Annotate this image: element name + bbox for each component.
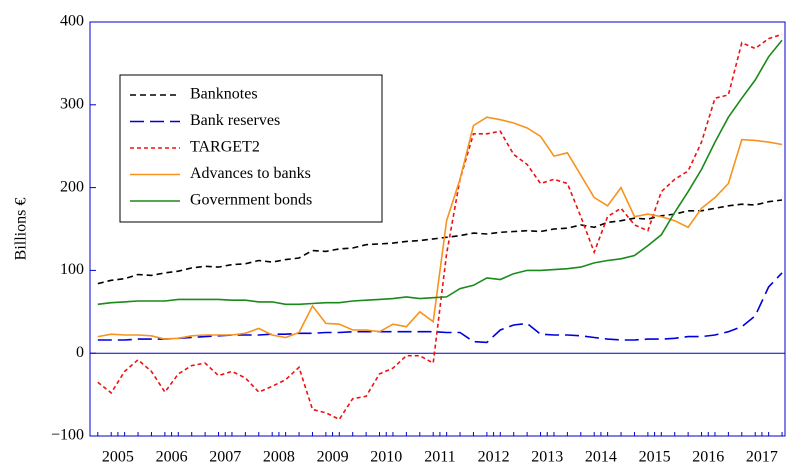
legend: Banknotes Bank reserves TARGET2 Advances to… bbox=[119, 74, 383, 223]
x-tick-label: 2005 bbox=[102, 449, 134, 466]
legend-label: Government bonds bbox=[190, 192, 312, 209]
x-tick-label: 2013 bbox=[531, 449, 563, 466]
x-tick-label: 2017 bbox=[746, 449, 778, 466]
x-tick-label: 2010 bbox=[370, 449, 402, 466]
y-tick-label: −100 bbox=[51, 427, 84, 444]
y-tick-label: 0 bbox=[76, 344, 84, 361]
y-axis-label: Billions € bbox=[13, 198, 30, 261]
plot-frame bbox=[89, 21, 786, 437]
x-tick-label: 2006 bbox=[156, 449, 188, 466]
y-tick-label: 400 bbox=[60, 13, 84, 30]
x-tick-label: 2016 bbox=[692, 449, 724, 466]
x-tick-label: 2011 bbox=[424, 449, 455, 466]
y-tick-label: 100 bbox=[60, 261, 84, 278]
x-tick-label: 2008 bbox=[263, 449, 295, 466]
legend-label: Bank reserves bbox=[190, 112, 280, 129]
legend-box bbox=[119, 74, 383, 223]
legend-label: TARGET2 bbox=[190, 139, 260, 156]
series-line bbox=[97, 33, 783, 421]
x-tick-label: 2012 bbox=[478, 449, 510, 466]
x-tick-label: 2015 bbox=[639, 449, 671, 466]
series-line bbox=[97, 116, 783, 340]
y-tick-label: 300 bbox=[60, 95, 84, 112]
x-tick-label: 2009 bbox=[317, 449, 349, 466]
x-tick-label: 2007 bbox=[209, 449, 241, 466]
y-tick-label: 200 bbox=[60, 178, 84, 195]
x-tick-label: 2014 bbox=[585, 449, 617, 466]
series-line bbox=[97, 272, 783, 344]
legend-label: Advances to banks bbox=[190, 165, 311, 182]
legend-label: Banknotes bbox=[190, 86, 258, 103]
series-line bbox=[97, 39, 783, 306]
